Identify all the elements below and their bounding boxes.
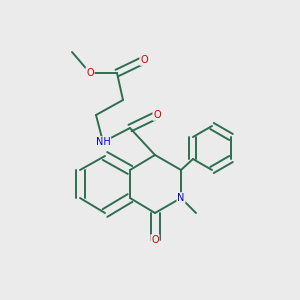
Text: O: O xyxy=(86,68,94,78)
Text: O: O xyxy=(153,110,161,120)
Text: O: O xyxy=(151,235,159,245)
Text: N: N xyxy=(177,193,185,203)
Text: O: O xyxy=(140,55,148,65)
Text: NH: NH xyxy=(96,137,110,147)
